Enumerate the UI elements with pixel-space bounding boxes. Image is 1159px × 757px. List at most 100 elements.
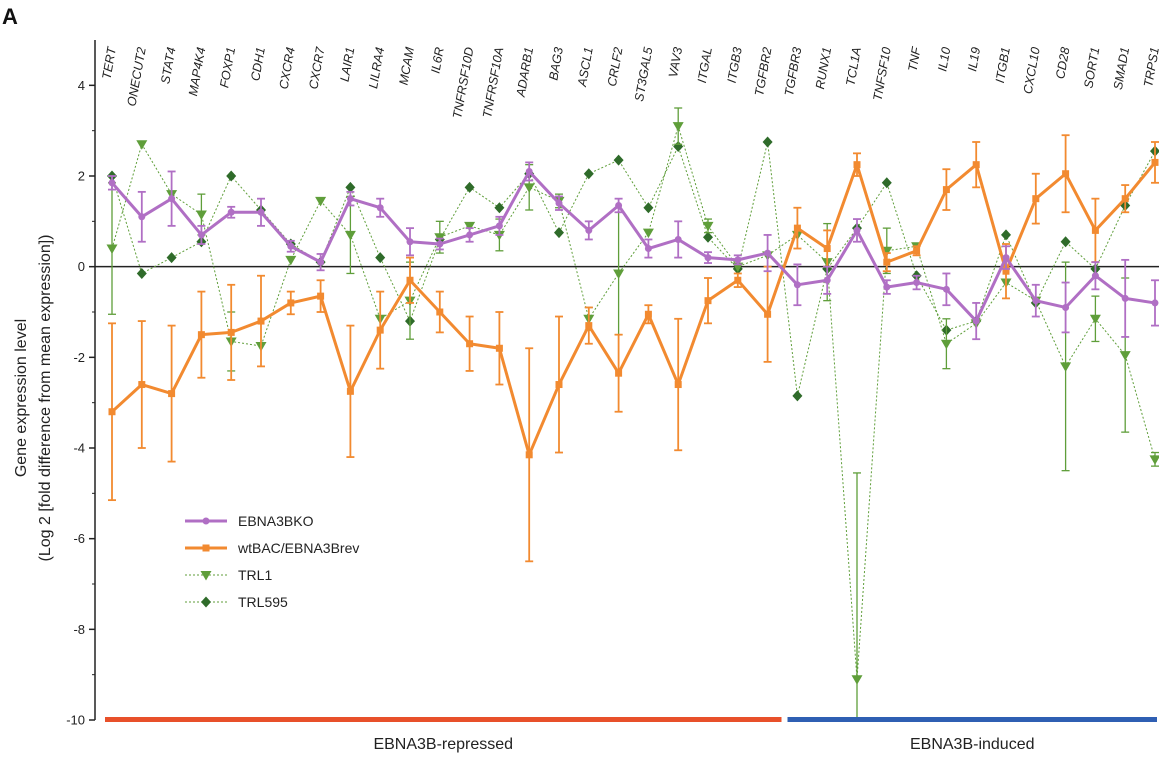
data-point <box>136 140 148 150</box>
data-point <box>138 381 146 389</box>
gene-label: IL10 <box>935 46 953 72</box>
data-point <box>376 204 384 212</box>
data-point <box>585 322 593 330</box>
data-point <box>704 297 712 305</box>
gene-label: TRPS1 <box>1141 46 1159 88</box>
gene-label: FOXP1 <box>217 46 238 89</box>
gene-label: LAIR1 <box>338 46 358 83</box>
gene-label: TNFRSF10D <box>450 46 476 120</box>
series-ebna3bko <box>108 161 1159 341</box>
gene-label: IL6R <box>428 46 446 74</box>
data-point <box>315 196 327 207</box>
data-point <box>346 195 354 203</box>
data-point <box>853 161 861 169</box>
legend-label: TRL1 <box>238 567 272 583</box>
gene-label: TERT <box>100 45 120 81</box>
gene-label: ADARB1 <box>514 46 537 99</box>
data-point <box>1089 314 1101 325</box>
legend-marker <box>202 544 210 552</box>
data-point <box>853 226 861 234</box>
data-point <box>1002 254 1010 262</box>
data-point <box>287 299 295 307</box>
y-ticks: 4 2 0 -2 -4 -6 -8 -10 <box>66 78 95 728</box>
legend-label: wtBAC/EBNA3Brev <box>237 540 359 556</box>
group-bars: EBNA3B-repressed EBNA3B-induced <box>105 717 1157 753</box>
data-point <box>108 408 116 416</box>
data-point <box>644 245 652 253</box>
data-point <box>703 231 713 243</box>
data-point <box>495 344 503 352</box>
data-point <box>406 238 414 246</box>
data-point <box>1151 299 1159 307</box>
data-point <box>1001 229 1011 241</box>
data-point <box>166 252 177 264</box>
data-point <box>793 281 801 289</box>
data-point <box>345 181 356 193</box>
data-point <box>464 221 476 232</box>
legend: EBNA3BKO wtBAC/EBNA3Brev TRL1 TRL595 <box>185 513 359 610</box>
data-point <box>793 224 801 232</box>
gene-label: STAT4 <box>158 46 178 85</box>
gene-label: LILRA4 <box>366 46 387 90</box>
data-point <box>764 310 772 318</box>
data-point <box>108 179 116 187</box>
panel-label: A <box>2 4 18 29</box>
gene-label: ITGAL <box>695 46 715 84</box>
gene-label: BAG3 <box>546 46 566 81</box>
y-tick-label: 4 <box>78 78 85 93</box>
data-point <box>375 252 386 264</box>
data-point <box>555 381 563 389</box>
data-point <box>554 227 564 239</box>
data-point <box>168 195 176 203</box>
data-point <box>466 231 474 239</box>
data-point <box>1091 272 1099 280</box>
data-point <box>317 292 325 300</box>
data-point <box>257 208 265 216</box>
data-point <box>466 340 474 348</box>
data-point <box>643 202 654 214</box>
data-point <box>762 136 773 148</box>
data-point <box>672 122 684 132</box>
plot-area <box>106 107 1159 721</box>
gene-label: VAV3 <box>666 46 685 79</box>
group-label: EBNA3B-repressed <box>373 736 513 753</box>
data-point <box>942 285 950 293</box>
gene-label: TNFRSF10A <box>480 46 506 119</box>
data-point <box>1060 236 1071 248</box>
gene-label: CXCR4 <box>277 46 298 90</box>
data-point <box>881 177 892 189</box>
data-point <box>197 231 205 239</box>
gene-label: TNF <box>906 45 924 73</box>
data-point <box>1062 170 1070 178</box>
group-bar <box>787 717 1157 722</box>
y-tick-label: -10 <box>66 713 85 728</box>
data-point <box>1060 362 1072 372</box>
data-point <box>940 339 952 350</box>
data-point <box>1002 267 1010 275</box>
gene-label: ONECUT2 <box>125 46 149 107</box>
data-point <box>287 242 295 250</box>
data-point <box>972 317 980 325</box>
data-point <box>195 210 207 221</box>
gene-label: ITGB1 <box>993 46 1013 84</box>
data-point <box>702 221 714 232</box>
series-trl1 <box>106 107 1159 721</box>
data-point <box>674 381 682 389</box>
gene-label: SMAD1 <box>1111 46 1132 91</box>
data-point <box>972 161 980 169</box>
gene-label: TGFBR3 <box>782 46 804 97</box>
data-point <box>106 244 118 255</box>
data-point <box>285 255 297 266</box>
data-point <box>227 328 235 336</box>
data-point <box>346 387 354 395</box>
series-line <box>110 161 1157 457</box>
data-point <box>555 199 563 207</box>
legend-label: TRL595 <box>238 594 288 610</box>
data-point <box>168 390 176 398</box>
gene-label: TNFSF10 <box>871 46 894 102</box>
y-tick-label: -4 <box>73 441 85 456</box>
gene-label: TCL1A <box>843 46 864 87</box>
data-point <box>913 279 921 287</box>
gene-label: MCAM <box>397 46 418 87</box>
